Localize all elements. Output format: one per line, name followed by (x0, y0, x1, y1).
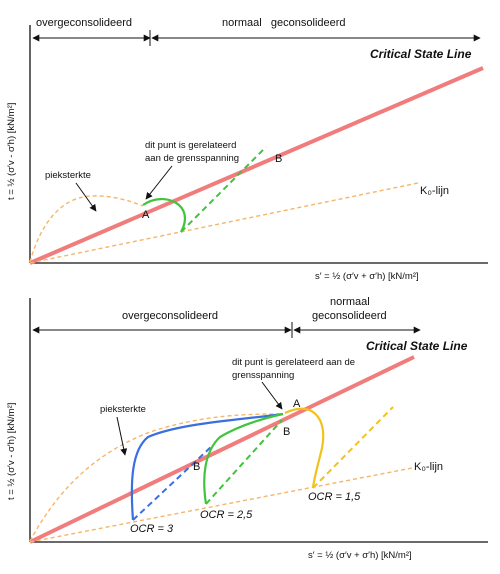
top-peak-curve (29, 195, 144, 263)
top-critical-state-line (29, 66, 484, 265)
top-peak-label: pieksterkte (45, 170, 91, 181)
bottom-diagram: overgeconsolideerd normaal geconsolideer… (6, 296, 488, 561)
bottom-note-pointer (261, 381, 283, 410)
bottom-critical-state-line (29, 355, 415, 544)
bottom-ocr-25-label: OCR = 2,5 (200, 509, 253, 521)
bottom-blue-dashed-path (132, 445, 213, 521)
bottom-peak-curve (29, 413, 284, 542)
bottom-point-a: A (293, 398, 301, 410)
bottom-note-line2: grensspanning (232, 370, 294, 381)
bottom-k0-line (29, 467, 413, 543)
top-note-pointer (145, 165, 173, 200)
bottom-peak-label: pieksterkte (100, 404, 146, 415)
bottom-point-b-upper: B (283, 426, 290, 438)
bottom-point-b-lower: B (193, 461, 200, 473)
bottom-yellow-stress-path (284, 407, 325, 489)
bottom-csl-label: Critical State Line (366, 339, 468, 353)
top-y-axis-label: t = ½ (σ′v - σ′h) [kN/m²] (6, 103, 17, 200)
bottom-green-dashed-path (205, 419, 283, 505)
bottom-ocr-15-label: OCR = 1,5 (308, 491, 361, 503)
bottom-region-left-label: overgeconsolideerd (122, 310, 218, 322)
bottom-peak-pointer (116, 416, 128, 456)
bottom-yellow-dashed-path (312, 406, 394, 489)
top-region-right-label: normaal geconsolideerd (222, 17, 346, 29)
top-diagram: overgeconsolideerd normaal geconsolideer… (6, 17, 488, 282)
top-region-left-label: overgeconsolideerd (36, 17, 132, 29)
bottom-region-right-line2: geconsolideerd (312, 310, 387, 322)
bottom-k0-label: K₀-lijn (414, 461, 443, 473)
top-point-b: B (275, 153, 282, 165)
top-x-axis-label: s′ = ½ (σ′v + σ′h) [kN/m²] (315, 271, 419, 282)
top-green-dashed-path (180, 146, 267, 233)
top-k0-line (29, 182, 419, 264)
top-k0-label: K₀-lijn (420, 185, 449, 197)
top-point-a: A (142, 209, 150, 221)
bottom-y-axis-label: t = ½ (σ′v - σ′h) [kN/m²] (6, 403, 17, 500)
top-csl-label: Critical State Line (370, 47, 472, 61)
top-peak-pointer (75, 182, 97, 212)
bottom-green-stress-path (203, 412, 284, 505)
top-note-line2: aan de grensspanning (145, 153, 239, 164)
top-green-stress-path (142, 198, 187, 233)
top-note-line1: dit punt is gerelateerd (145, 140, 236, 151)
bottom-region-right-line1: normaal (330, 296, 370, 308)
bottom-blue-stress-path (130, 412, 284, 521)
bottom-note-line1: dit punt is gerelateerd aan de (232, 357, 355, 368)
bottom-ocr-3-label: OCR = 3 (130, 523, 174, 535)
bottom-x-axis-label: s′ = ½ (σ′v + σ′h) [kN/m²] (308, 550, 412, 561)
